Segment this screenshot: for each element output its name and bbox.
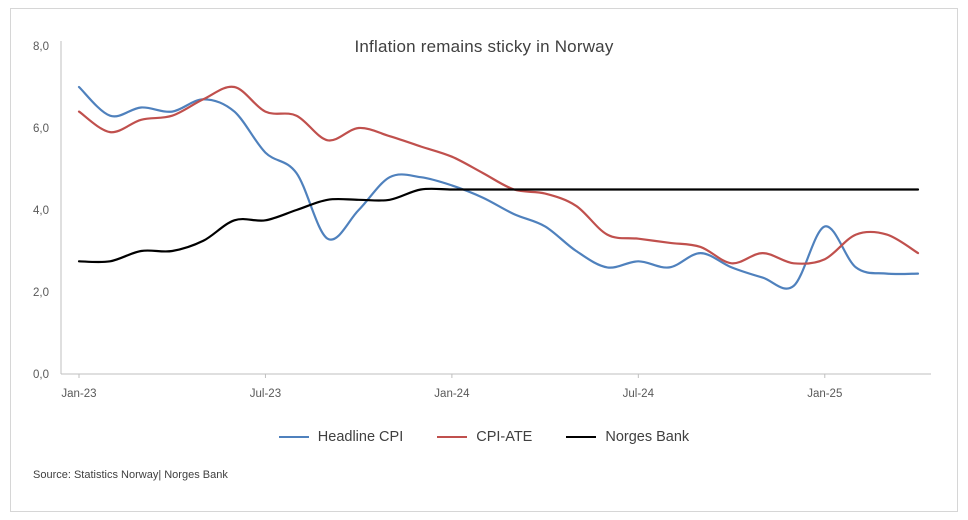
legend-label-cpi-ate: CPI-ATE — [476, 429, 533, 445]
chart-container: Inflation remains sticky in Norway 0,0 2,… — [10, 8, 958, 512]
legend: Headline CPI CPI-ATE Norges Bank — [11, 429, 957, 445]
y-tick-label: 0,0 — [33, 369, 49, 381]
legend-line-swatch-cpi-ate — [437, 435, 468, 439]
y-tick-label: 6,0 — [33, 123, 49, 135]
x-tick-label: Jan-25 — [807, 388, 842, 400]
legend-line-swatch-norges-bank — [566, 435, 597, 439]
series-line-cpi-ate — [77, 85, 920, 265]
y-tick-label: 8,0 — [33, 41, 49, 53]
page-title: Inflation remains sticky in Norway — [354, 37, 614, 56]
x-tick-label: Jan-24 — [434, 388, 470, 400]
x-tick-label: Jul-23 — [250, 388, 281, 400]
chart-svg: 0,0 2,0 4,0 6,0 8,0 Jan-23 Jul-23 Jan-24 Jul-24 J… — [33, 41, 931, 400]
x-tick-label: Jan-23 — [61, 388, 96, 400]
source-note: Source: Statistics Norway| Norges Bank — [33, 469, 228, 481]
legend-item-cpi-ate: CPI-ATE — [437, 429, 532, 445]
y-tick-label: 2,0 — [33, 287, 49, 299]
series-line-norges-bank — [77, 187, 920, 264]
legend-label-headline-cpi: Headline CPI — [317, 429, 404, 445]
legend-item-headline-cpi: Headline CPI — [278, 429, 404, 445]
y-tick-label: 4,0 — [33, 205, 49, 217]
legend-line-swatch-headline-cpi — [278, 435, 309, 439]
series-line-headline-cpi — [77, 85, 920, 290]
legend-item-norges-bank: Norges Bank — [566, 429, 689, 445]
legend-label-norges-bank: Norges Bank — [605, 429, 690, 445]
x-tick-label: Jul-24 — [623, 388, 655, 400]
